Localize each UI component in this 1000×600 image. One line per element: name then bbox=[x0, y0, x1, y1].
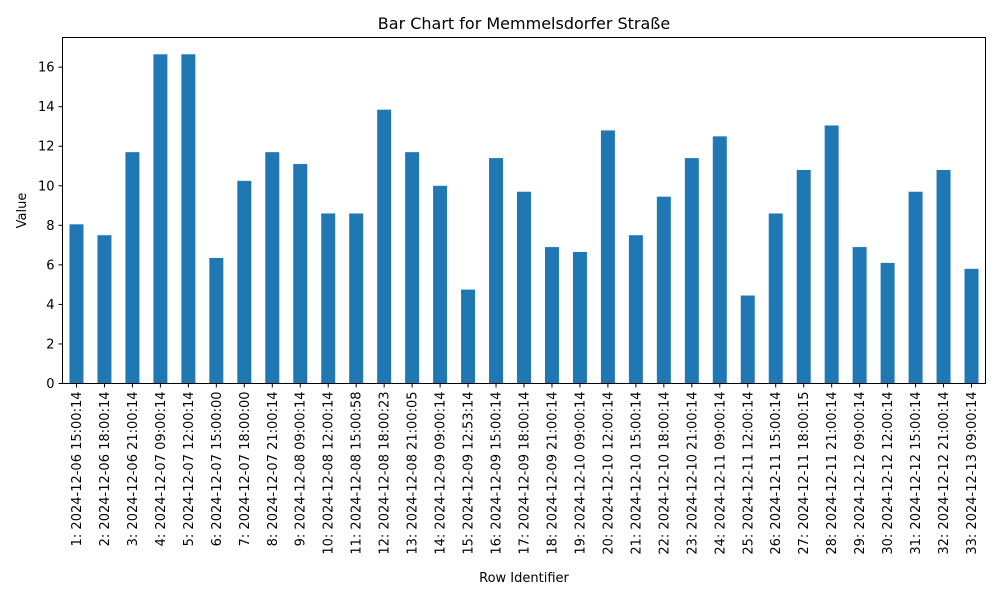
x-tick-label: 20: 2024-12-10 12:00:14 bbox=[601, 392, 616, 555]
x-tick-label: 8: 2024-12-07 21:00:14 bbox=[266, 392, 281, 547]
x-tick-label: 26: 2024-12-11 15:00:14 bbox=[769, 392, 784, 555]
y-axis-label: Value bbox=[15, 193, 30, 229]
x-tick-label: 9: 2024-12-08 09:00:14 bbox=[294, 392, 309, 547]
bar bbox=[628, 235, 643, 384]
x-tick-label: 27: 2024-12-11 18:00:15 bbox=[797, 392, 812, 555]
bar bbox=[237, 180, 252, 384]
y-tick-label: 4 bbox=[46, 298, 54, 313]
bar bbox=[293, 164, 308, 384]
bar bbox=[824, 125, 839, 384]
x-tick-label: 29: 2024-12-12 09:00:14 bbox=[853, 392, 868, 555]
bar bbox=[517, 191, 531, 384]
bar bbox=[600, 130, 615, 384]
x-axis-label: Row Identifier bbox=[479, 571, 569, 586]
x-tick-label: 18: 2024-12-09 21:00:14 bbox=[545, 392, 560, 555]
bar bbox=[405, 152, 420, 384]
bar bbox=[461, 289, 476, 384]
bar bbox=[572, 252, 587, 384]
plot-frame bbox=[62, 37, 986, 384]
y-tick-label: 10 bbox=[38, 179, 55, 194]
x-tick-label: 28: 2024-12-11 21:00:14 bbox=[825, 392, 840, 555]
bars-group bbox=[69, 54, 979, 384]
x-tick-label: 7: 2024-12-07 18:00:00 bbox=[238, 392, 253, 547]
x-tick-label: 12: 2024-12-08 18:00:23 bbox=[378, 392, 393, 555]
y-tick-label: 14 bbox=[38, 100, 55, 115]
x-tick-label: 19: 2024-12-10 09:00:14 bbox=[573, 392, 588, 555]
x-tick-label: 15: 2024-12-09 12:53:14 bbox=[462, 392, 477, 555]
x-tick-label: 25: 2024-12-11 12:00:14 bbox=[741, 392, 756, 555]
x-tick-label: 14: 2024-12-09 09:00:14 bbox=[434, 392, 449, 555]
bar bbox=[321, 213, 336, 384]
x-tick-label: 10: 2024-12-08 12:00:14 bbox=[322, 392, 337, 555]
bar bbox=[153, 54, 168, 384]
bar bbox=[489, 158, 504, 384]
bar bbox=[349, 213, 364, 384]
bar bbox=[97, 235, 112, 384]
x-tick-label: 13: 2024-12-08 21:00:05 bbox=[406, 392, 421, 555]
bar bbox=[768, 213, 783, 384]
x-tick-label: 17: 2024-12-09 18:00:14 bbox=[518, 392, 533, 555]
bar bbox=[209, 257, 224, 384]
bar bbox=[852, 247, 867, 384]
bar bbox=[740, 295, 755, 384]
bar bbox=[712, 136, 727, 384]
x-tick-label: 16: 2024-12-09 15:00:14 bbox=[490, 392, 505, 555]
bar bbox=[125, 152, 140, 384]
x-axis: 1: 2024-12-06 15:00:14 2: 2024-12-06 18:0… bbox=[70, 383, 980, 555]
x-tick-label: 24: 2024-12-11 09:00:14 bbox=[713, 392, 728, 555]
x-tick-label: 3: 2024-12-06 21:00:14 bbox=[126, 392, 141, 547]
y-tick-label: 16 bbox=[38, 61, 55, 76]
bar bbox=[433, 185, 448, 384]
x-tick-label: 32: 2024-12-12 21:00:14 bbox=[937, 392, 952, 555]
x-tick-label: 5: 2024-12-07 12:00:14 bbox=[182, 392, 197, 547]
x-tick-label: 21: 2024-12-10 15:00:14 bbox=[629, 392, 644, 555]
bar bbox=[656, 196, 671, 384]
bar bbox=[377, 109, 392, 384]
bar bbox=[936, 169, 951, 384]
y-tick-label: 6 bbox=[46, 258, 54, 273]
x-tick-label: 1: 2024-12-06 15:00:14 bbox=[70, 392, 85, 547]
x-tick-label: 6: 2024-12-07 15:00:00 bbox=[210, 392, 225, 547]
chart-title: Bar Chart for Memmelsdorfer Straße bbox=[378, 14, 670, 33]
y-axis: 0 2 4 6 8 10 12 14 16 bbox=[38, 61, 63, 392]
x-tick-label: 2: 2024-12-06 18:00:14 bbox=[98, 392, 113, 547]
x-tick-label: 33: 2024-12-13 09:00:14 bbox=[965, 392, 980, 555]
x-tick-label: 4: 2024-12-07 09:00:14 bbox=[154, 392, 169, 547]
y-tick-label: 0 bbox=[46, 377, 54, 392]
x-tick-label: 23: 2024-12-10 21:00:14 bbox=[685, 392, 700, 555]
bar bbox=[796, 169, 811, 384]
bar bbox=[181, 54, 196, 384]
y-tick-label: 2 bbox=[46, 337, 54, 352]
x-tick-label: 11: 2024-12-08 15:00:58 bbox=[350, 392, 365, 555]
bar bbox=[684, 158, 699, 384]
x-tick-label: 31: 2024-12-12 15:00:14 bbox=[909, 392, 924, 555]
y-tick-label: 8 bbox=[46, 219, 54, 234]
bar bbox=[964, 268, 979, 384]
y-tick-label: 12 bbox=[38, 140, 55, 155]
bar bbox=[69, 224, 84, 384]
bar bbox=[880, 262, 895, 384]
bar bbox=[908, 191, 923, 384]
x-tick-label: 30: 2024-12-12 12:00:14 bbox=[881, 392, 896, 555]
x-tick-label: 22: 2024-12-10 18:00:14 bbox=[657, 392, 672, 555]
bar bbox=[265, 152, 280, 384]
bar bbox=[544, 247, 559, 384]
